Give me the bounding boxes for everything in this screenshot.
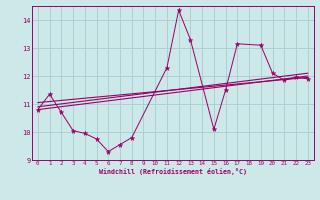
X-axis label: Windchill (Refroidissement éolien,°C): Windchill (Refroidissement éolien,°C) (99, 168, 247, 175)
